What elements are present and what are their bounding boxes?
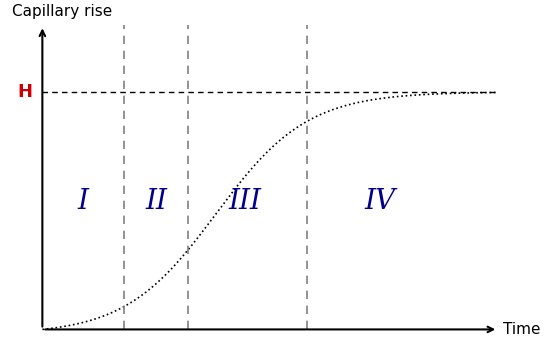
Text: Time: Time (503, 322, 541, 337)
Text: Capillary rise: Capillary rise (11, 4, 112, 18)
Text: II: II (145, 188, 168, 215)
Text: I: I (78, 188, 89, 215)
Text: H: H (17, 83, 32, 101)
Text: III: III (228, 188, 262, 215)
Text: IV: IV (364, 188, 395, 215)
